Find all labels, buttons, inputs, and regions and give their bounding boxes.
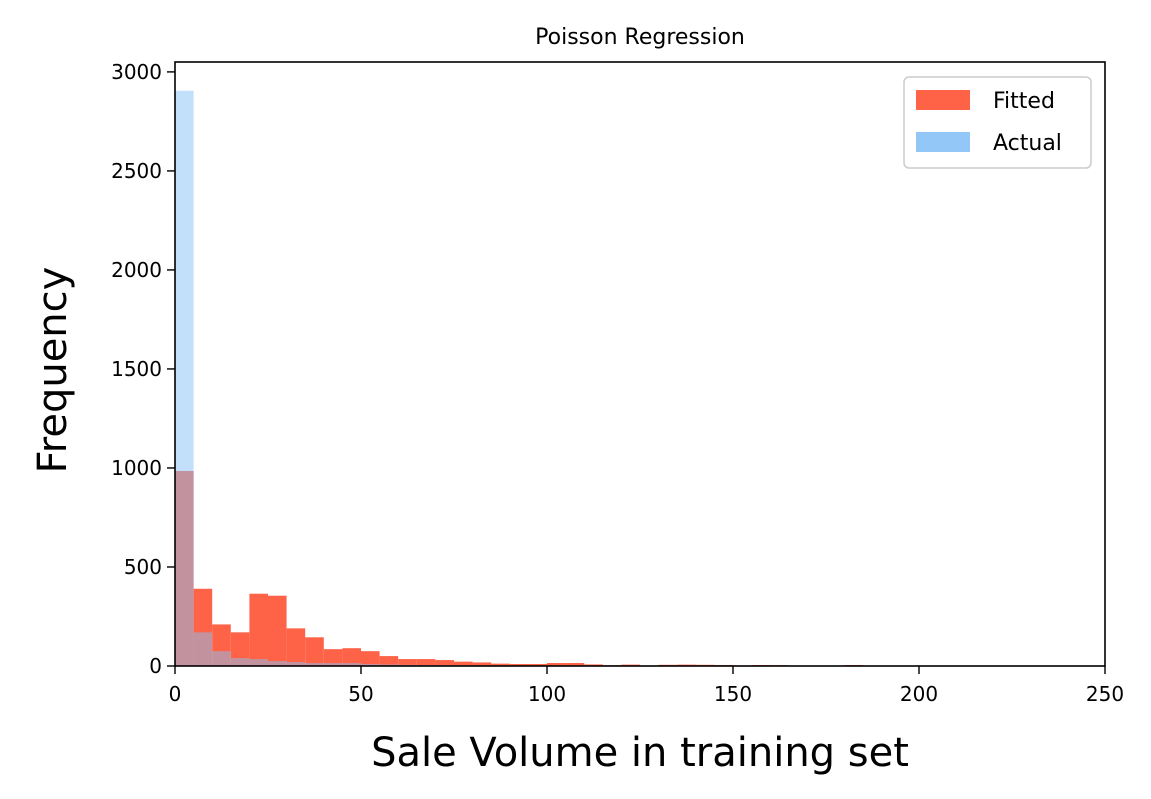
x-tick-label-150: 150: [714, 682, 752, 706]
bar-fitted-21: [565, 663, 585, 666]
bar-fitted-14: [435, 660, 454, 666]
x-tick-label-250: 250: [1086, 682, 1124, 706]
legend-swatch-actual: [916, 132, 970, 152]
y-tick-label-2500: 2500: [111, 159, 162, 183]
bar-fitted-12: [398, 659, 417, 666]
x-tick-label-0: 0: [169, 682, 182, 706]
y-axis-label: Frequency: [30, 267, 76, 474]
chart-title: Poisson Regression: [535, 25, 745, 50]
bar-fitted-5: [268, 595, 287, 666]
x-axis-label: Sale Volume in training set: [371, 730, 909, 776]
bar-fitted-18: [509, 664, 529, 666]
bar-fitted-4: [249, 593, 268, 666]
y-tick-label-2000: 2000: [111, 258, 162, 282]
bar-fitted-9: [342, 648, 361, 666]
bar-fitted-19: [528, 664, 547, 666]
y-tick-label-3000: 3000: [111, 60, 162, 84]
bar-fitted-10: [361, 651, 380, 666]
x-axis-ticks: 0 50 100 150 200 250: [169, 666, 1124, 706]
bar-actual-7: [305, 663, 324, 666]
bar-fitted-13: [416, 659, 436, 666]
y-axis-ticks: 0 500 1000 1500 2000 2500 3000: [111, 60, 175, 678]
bar-actual-1: [193, 632, 213, 666]
bar-fitted-17: [491, 663, 510, 666]
x-tick-label-200: 200: [900, 682, 938, 706]
plot-bars: [175, 90, 882, 667]
bar-fitted-11: [379, 656, 399, 666]
legend-label-actual: Actual: [993, 131, 1062, 156]
bar-actual-5: [268, 661, 287, 666]
bar-fitted-7: [305, 637, 324, 666]
bar-actual-0: [175, 90, 194, 667]
bar-actual-4: [249, 659, 268, 666]
bar-actual-2: [212, 651, 231, 666]
bar-fitted-8: [323, 649, 343, 666]
x-tick-label-50: 50: [348, 682, 373, 706]
bar-fitted-15: [454, 661, 473, 666]
y-tick-label-500: 500: [124, 555, 162, 579]
bar-fitted-3: [230, 632, 250, 666]
y-tick-label-1500: 1500: [111, 357, 162, 381]
bar-fitted-20: [547, 663, 566, 666]
plot-frame: [174, 61, 1106, 667]
legend-label-fitted: Fitted: [993, 89, 1055, 114]
y-tick-label-1000: 1000: [111, 456, 162, 480]
bar-fitted-6: [286, 628, 306, 666]
bar-actual-10: [361, 664, 380, 666]
bar-actual-3: [230, 658, 250, 666]
bar-fitted-16: [472, 662, 492, 666]
bar-actual-8: [323, 663, 343, 666]
bar-actual-9: [342, 663, 361, 666]
x-tick-label-100: 100: [528, 682, 566, 706]
y-tick-label-0: 0: [149, 654, 162, 678]
legend: Fitted Actual: [903, 76, 1092, 169]
legend-swatch-fitted: [916, 90, 970, 110]
bar-actual-6: [286, 662, 306, 666]
